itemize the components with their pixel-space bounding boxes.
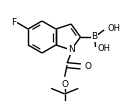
Text: OH: OH [98, 45, 111, 54]
Text: O: O [85, 62, 92, 71]
Text: F: F [11, 18, 16, 27]
Text: OH: OH [107, 25, 120, 34]
Text: O: O [61, 80, 68, 89]
Text: N: N [68, 45, 74, 54]
Text: B: B [92, 33, 98, 42]
